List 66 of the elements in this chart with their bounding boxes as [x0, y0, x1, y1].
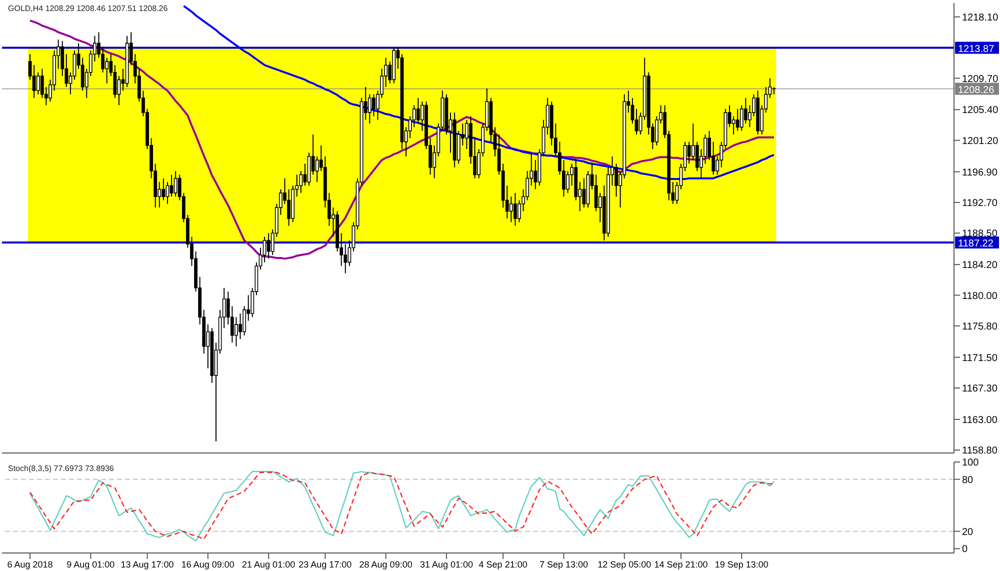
candlestick [704, 134, 707, 164]
ref-line-label: 1187.22 [958, 238, 994, 250]
candlestick [174, 170, 178, 198]
x-tick-label: 6 Aug 2018 [7, 559, 53, 570]
candlestick [287, 188, 290, 226]
y-tick-label: 1196.90 [962, 167, 998, 178]
y-tick-label: 1158.80 [962, 446, 998, 457]
candlestick [36, 72, 40, 95]
candlestick [238, 312, 242, 340]
y-tick-label: 20 [962, 526, 974, 538]
candlestick [162, 178, 166, 201]
candlestick [242, 306, 246, 336]
y-tick-label: 1184.20 [962, 260, 998, 272]
x-tick-label: 13 Aug 17:00 [120, 559, 174, 570]
chart-title: Stoch(8,3,5) 77.6973 73.8936 [8, 464, 114, 473]
candlestick [687, 141, 691, 164]
candlestick [416, 97, 420, 124]
y-tick-label: 1209.70 [962, 74, 999, 85]
y-tick-label: 1201.20 [962, 136, 999, 147]
y-tick-label: 1163.00 [962, 414, 998, 426]
candlestick [509, 196, 513, 223]
x-tick-label: 14 Sep 21:00 [654, 559, 708, 570]
y-tick-label: 1218.10 [962, 12, 999, 24]
y-tick-label: 1167.30 [962, 384, 998, 395]
candlestick [518, 200, 521, 223]
candlestick [582, 178, 586, 208]
candlestick [736, 108, 740, 132]
x-tick-label: 4 Sep 21:00 [478, 559, 528, 570]
candlestick [514, 192, 517, 226]
candlestick [299, 170, 303, 194]
candlestick [368, 94, 372, 124]
x-tick-label: 28 Aug 09:00 [359, 559, 412, 570]
candlestick [105, 57, 109, 84]
x-tick-label: 7 Sep 13:00 [539, 559, 588, 570]
chart-title: GOLD,H4 1208.29 1208.46 1207.51 1208.26 [8, 4, 168, 13]
x-tick-label: 16 Aug 09:00 [181, 559, 234, 570]
y-tick-label: 1192.70 [962, 198, 998, 209]
candlestick [732, 116, 736, 135]
y-tick-label: 1175.80 [962, 321, 998, 332]
candlestick [32, 64, 36, 98]
x-tick-label: 21 Aug 01:00 [242, 559, 296, 570]
ref-line-label: 1208.26 [958, 84, 995, 96]
x-tick-label: 9 Aug 01:00 [66, 559, 115, 570]
candlestick [234, 316, 238, 347]
candlestick [655, 116, 658, 146]
candlestick [170, 174, 174, 198]
candlestick [614, 163, 618, 198]
candlestick [72, 50, 76, 80]
candlestick [566, 170, 570, 194]
x-tick-label: 19 Sep 13:00 [714, 559, 768, 570]
candlestick [166, 181, 170, 204]
y-tick-label: 1171.50 [962, 352, 998, 364]
candlestick [744, 97, 748, 124]
x-tick-label: 23 Aug 17:00 [298, 559, 352, 570]
x-tick-label: 31 Aug 01:00 [420, 559, 474, 570]
ref-line-label: 1213.87 [958, 44, 995, 55]
y-tick-label: 1180.00 [962, 290, 998, 302]
candlestick [412, 104, 416, 128]
y-tick-label: 0 [962, 544, 968, 556]
y-tick-label: 1205.40 [962, 105, 999, 116]
candlestick [266, 232, 270, 260]
y-tick-label: 80 [962, 474, 974, 486]
y-tick-label: 100 [962, 458, 980, 469]
candlestick [372, 94, 376, 117]
x-tick-label: 12 Sep 05:00 [598, 559, 652, 570]
candlestick [262, 236, 266, 263]
